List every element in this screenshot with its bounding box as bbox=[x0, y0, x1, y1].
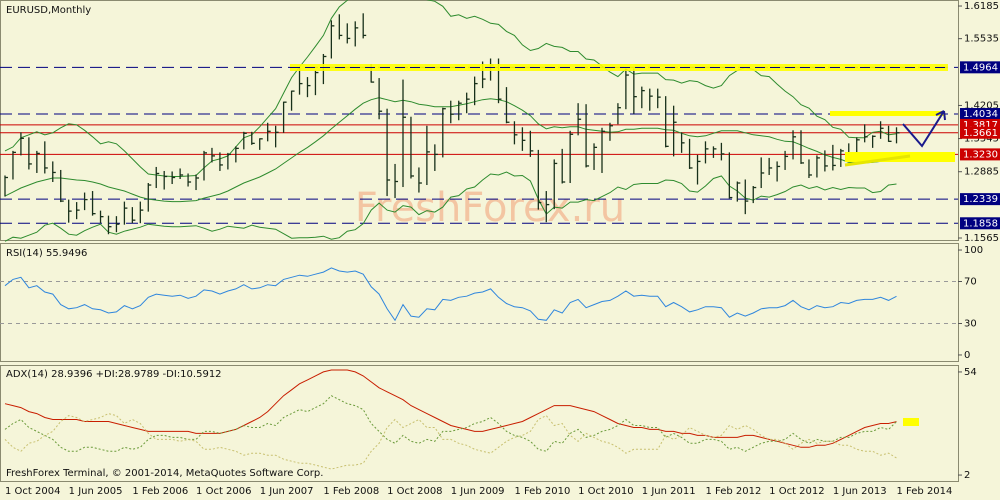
level-label: 1.3230 bbox=[963, 149, 998, 160]
x-tick-label: 1 Oct 2006 bbox=[196, 486, 251, 497]
level-label: 1.4034 bbox=[963, 109, 998, 120]
price-panel bbox=[0, 0, 959, 241]
x-tick-label: 1 Feb 2006 bbox=[132, 486, 188, 497]
x-tick-label: 1 Oct 2010 bbox=[578, 486, 633, 497]
indicator-line bbox=[4, 413, 897, 470]
y-tick-label: 1.6185 bbox=[964, 1, 999, 12]
level-label-box bbox=[960, 148, 1000, 161]
y-tick-label: 1.3545 bbox=[964, 134, 999, 145]
level-label: 1.2339 bbox=[963, 194, 998, 205]
level-label: 1.1858 bbox=[963, 218, 998, 229]
y-tick-label: 70 bbox=[964, 277, 977, 288]
indicator-line bbox=[4, 369, 897, 448]
level-label-box bbox=[960, 108, 1000, 121]
y-tick-label: 30 bbox=[964, 318, 977, 329]
adx-title: ADX(14) 28.9396 +DI:28.9789 -DI:10.5912 bbox=[6, 369, 222, 380]
x-tick-label: 1 Jun 2013 bbox=[833, 486, 887, 497]
level-label-box bbox=[960, 217, 1000, 230]
level-label: 1.4964 bbox=[963, 62, 998, 73]
level-label-box bbox=[960, 126, 1000, 139]
rsi-title: RSI(14) 55.9496 bbox=[6, 248, 87, 259]
x-tick-label: 1 Jun 2007 bbox=[260, 486, 314, 497]
y-tick-label: 54 bbox=[964, 367, 977, 378]
y-tick-label: 1.2885 bbox=[964, 167, 999, 178]
x-tick-label: 1 Jun 2009 bbox=[451, 486, 505, 497]
copyright: FreshForex Terminal, © 2001-2014, MetaQu… bbox=[6, 468, 323, 479]
arrow-head bbox=[935, 110, 946, 121]
level-label: 1.3661 bbox=[963, 128, 998, 139]
annotations bbox=[290, 64, 955, 426]
chart-title: EURUSD,Monthly bbox=[6, 5, 91, 16]
x-tick-label: 1 Feb 2012 bbox=[705, 486, 761, 497]
y-tick-label: 1.1565 bbox=[964, 233, 999, 244]
x-tick-label: 1 Oct 2012 bbox=[769, 486, 824, 497]
x-tick-label: 1 Oct 2008 bbox=[387, 486, 442, 497]
x-tick-label: 1 Jun 2011 bbox=[642, 486, 696, 497]
x-tick-label: 1 Oct 2004 bbox=[5, 486, 60, 497]
y-tick-label: 1.5535 bbox=[964, 34, 999, 45]
highlight-adx bbox=[903, 418, 919, 426]
adx-panel bbox=[0, 365, 959, 482]
channel-line bbox=[844, 154, 911, 167]
highlight-resistance bbox=[290, 64, 948, 71]
highlight-upper bbox=[830, 111, 945, 116]
y-tick-label: 100 bbox=[964, 245, 983, 256]
y-tick-label: 1.4205 bbox=[964, 100, 999, 111]
level-label-box bbox=[960, 61, 1000, 74]
level-label-box bbox=[960, 193, 1000, 206]
level-label: 1.3817 bbox=[963, 120, 998, 131]
indicator-line bbox=[4, 267, 897, 322]
indicator-line bbox=[4, 395, 897, 452]
rsi-panel bbox=[0, 243, 959, 362]
y-tick-label: 2 bbox=[964, 470, 970, 481]
x-tick-label: 1 Feb 2010 bbox=[514, 486, 570, 497]
x-tick-label: 1 Feb 2014 bbox=[897, 486, 953, 497]
x-tick-label: 1 Feb 2008 bbox=[323, 486, 379, 497]
bollinger-lower bbox=[4, 171, 897, 242]
y-tick-label: 0 bbox=[964, 350, 970, 361]
x-tick-label: 1 Jun 2005 bbox=[69, 486, 123, 497]
forecast-arrow bbox=[902, 110, 945, 148]
